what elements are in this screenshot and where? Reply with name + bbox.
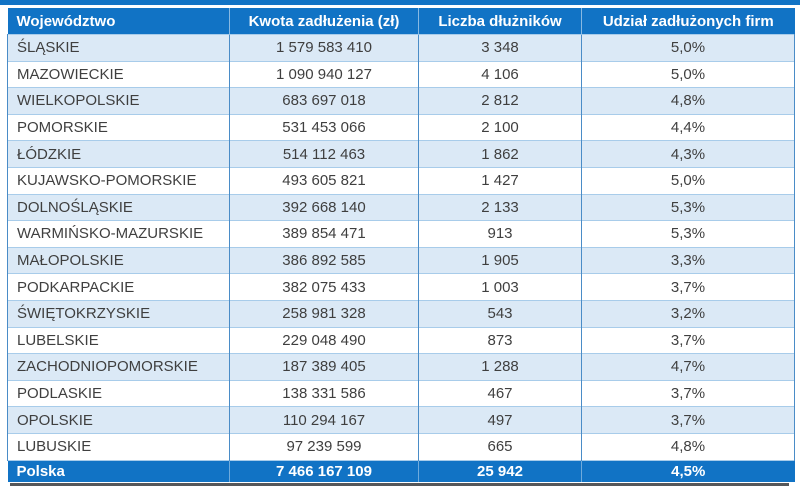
region-name: POMORSKIE	[7, 113, 230, 141]
debt-amount: 382 075 433	[229, 273, 419, 301]
share-percent: 3,7%	[581, 379, 795, 407]
debtor-count: 1 862	[418, 140, 582, 168]
debtor-count: 2 133	[418, 193, 582, 221]
table-row: MAZOWIECKIE 1 090 940 127 4 106 5,0%	[7, 60, 795, 88]
header-row: Województwo Kwota zadłużenia (zł) Liczba…	[7, 8, 795, 35]
region-name: ŚWIĘTOKRZYSKIE	[7, 299, 230, 328]
table-row: WARMIŃSKO-MAZURSKIE 389 854 471 913 5,3%	[7, 220, 795, 248]
total-label: Polska	[7, 459, 230, 482]
debt-amount: 389 854 471	[229, 220, 419, 248]
debtor-count: 1 427	[418, 166, 582, 195]
share-percent: 3,3%	[581, 246, 795, 274]
col-header-debt-amount: Kwota zadłużenia (zł)	[229, 8, 419, 35]
share-percent: 4,7%	[581, 353, 795, 381]
col-header-indebted-share: Udział zadłużonych firm	[581, 8, 795, 35]
share-percent: 4,8%	[581, 87, 795, 115]
region-name: WIELKOPOLSKIE	[7, 87, 230, 115]
total-debt-amount: 7 466 167 109	[229, 459, 419, 482]
debtor-count: 873	[418, 326, 582, 354]
debtor-count: 467	[418, 379, 582, 407]
table-bottom-shadow	[10, 483, 789, 486]
table-row: KUJAWSKO-POMORSKIE 493 605 821 1 427 5,0%	[7, 166, 795, 195]
region-name: DOLNOŚLĄSKIE	[7, 193, 230, 221]
debt-amount: 258 981 328	[229, 299, 419, 328]
table-row: DOLNOŚLĄSKIE 392 668 140 2 133 5,3%	[7, 193, 795, 221]
share-percent: 3,7%	[581, 273, 795, 301]
debtor-count: 1 003	[418, 273, 582, 301]
share-percent: 5,0%	[581, 166, 795, 195]
region-name: MAŁOPOLSKIE	[7, 246, 230, 274]
table-row: MAŁOPOLSKIE 386 892 585 1 905 3,3%	[7, 246, 795, 274]
region-name: KUJAWSKO-POMORSKIE	[7, 166, 230, 195]
debt-by-voivodeship-table: Województwo Kwota zadłużenia (zł) Liczba…	[7, 8, 795, 482]
debt-amount: 531 453 066	[229, 113, 419, 141]
debt-amount: 683 697 018	[229, 87, 419, 115]
table-row: ŁÓDZKIE 514 112 463 1 862 4,3%	[7, 140, 795, 168]
debt-amount: 229 048 490	[229, 326, 419, 354]
debt-amount: 1 579 583 410	[229, 34, 419, 62]
share-percent: 5,3%	[581, 220, 795, 248]
region-name: ŁÓDZKIE	[7, 140, 230, 168]
region-name: MAZOWIECKIE	[7, 60, 230, 88]
debtor-count: 1 905	[418, 246, 582, 274]
region-name: OPOLSKIE	[7, 406, 230, 434]
debtor-count: 2 100	[418, 113, 582, 141]
debtor-count: 913	[418, 220, 582, 248]
region-name: ZACHODNIOPOMORSKIE	[7, 353, 230, 381]
table-row: POMORSKIE 531 453 066 2 100 4,4%	[7, 113, 795, 141]
col-header-debtor-count: Liczba dłużników	[418, 8, 582, 35]
total-debtor-count: 25 942	[418, 459, 582, 482]
debtor-count: 497	[418, 406, 582, 434]
debt-amount: 187 389 405	[229, 353, 419, 381]
region-name: PODKARPACKIE	[7, 273, 230, 301]
debt-amount: 514 112 463	[229, 140, 419, 168]
debt-amount: 110 294 167	[229, 406, 419, 434]
debt-amount: 97 239 599	[229, 432, 419, 460]
region-name: LUBELSKIE	[7, 326, 230, 354]
share-percent: 3,7%	[581, 406, 795, 434]
share-percent: 5,3%	[581, 193, 795, 221]
share-percent: 5,0%	[581, 60, 795, 88]
table-row: LUBUSKIE 97 239 599 665 4,8%	[7, 432, 795, 460]
table-row: WIELKOPOLSKIE 683 697 018 2 812 4,8%	[7, 87, 795, 115]
region-name: WARMIŃSKO-MAZURSKIE	[7, 220, 230, 248]
top-accent-bar	[0, 0, 800, 5]
share-percent: 4,3%	[581, 140, 795, 168]
debtor-count: 543	[418, 299, 582, 328]
table-row: PODLASKIE 138 331 586 467 3,7%	[7, 379, 795, 407]
share-percent: 4,4%	[581, 113, 795, 141]
debtor-count: 3 348	[418, 34, 582, 62]
debt-amount: 1 090 940 127	[229, 60, 419, 88]
table-row: OPOLSKIE 110 294 167 497 3,7%	[7, 406, 795, 434]
region-name: ŚLĄSKIE	[7, 34, 230, 62]
share-percent: 3,2%	[581, 299, 795, 328]
share-percent: 5,0%	[581, 34, 795, 62]
total-row: Polska 7 466 167 109 25 942 4,5%	[7, 459, 795, 482]
table-row: PODKARPACKIE 382 075 433 1 003 3,7%	[7, 273, 795, 301]
table-row: LUBELSKIE 229 048 490 873 3,7%	[7, 326, 795, 354]
debtor-count: 2 812	[418, 87, 582, 115]
table-row: ZACHODNIOPOMORSKIE 187 389 405 1 288 4,7%	[7, 353, 795, 381]
share-percent: 3,7%	[581, 326, 795, 354]
debt-amount: 386 892 585	[229, 246, 419, 274]
debt-amount: 138 331 586	[229, 379, 419, 407]
table-row: ŚLĄSKIE 1 579 583 410 3 348 5,0%	[7, 34, 795, 62]
debtor-count: 665	[418, 432, 582, 460]
region-name: LUBUSKIE	[7, 432, 230, 460]
debtor-count: 1 288	[418, 353, 582, 381]
share-percent: 4,8%	[581, 432, 795, 460]
total-indebted-share: 4,5%	[581, 459, 795, 482]
debt-amount: 493 605 821	[229, 166, 419, 195]
region-name: PODLASKIE	[7, 379, 230, 407]
debtor-count: 4 106	[418, 60, 582, 88]
debt-amount: 392 668 140	[229, 193, 419, 221]
table-row: ŚWIĘTOKRZYSKIE 258 981 328 543 3,2%	[7, 299, 795, 328]
col-header-voivodeship: Województwo	[7, 8, 230, 35]
